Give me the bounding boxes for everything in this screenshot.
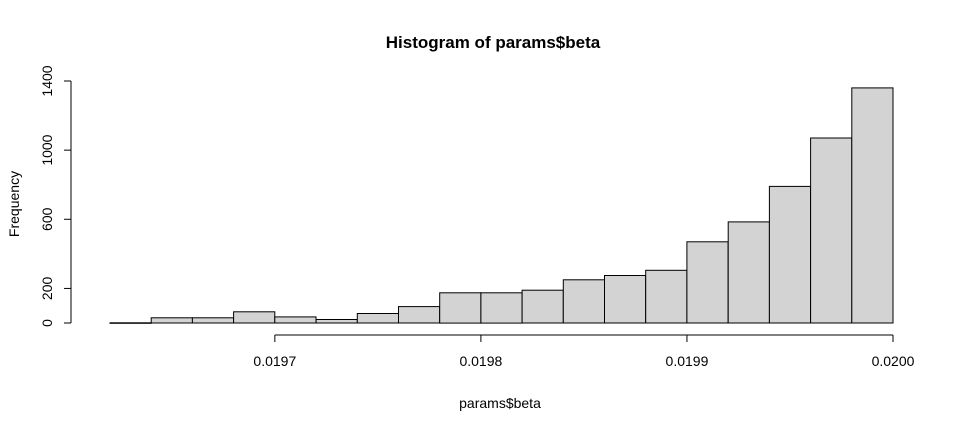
y-tick-label: 1400 <box>39 65 55 96</box>
histogram-bar <box>851 87 894 324</box>
x-tick-label: 0.0197 <box>253 353 296 369</box>
histogram-bar <box>604 275 647 324</box>
histogram-bar <box>315 319 358 324</box>
y-tick-label: 600 <box>39 207 55 231</box>
histogram-bar <box>480 292 523 324</box>
x-tick-label: 0.0199 <box>666 353 709 369</box>
histogram-bar <box>356 313 399 324</box>
y-tick-label: 200 <box>39 277 55 301</box>
histogram-bar <box>150 317 193 324</box>
histogram-bar <box>191 317 235 324</box>
histogram-bar <box>398 306 441 324</box>
x-tick-label: 0.0200 <box>872 353 915 369</box>
histogram-bar <box>274 316 317 324</box>
x-axis-label: params$beta <box>459 395 541 411</box>
y-axis-label: Frequency <box>6 171 22 237</box>
histogram-bar <box>521 289 564 324</box>
histogram-bar <box>727 221 770 324</box>
histogram-bar <box>562 279 605 324</box>
y-axis: 0 200 600 1000 1400 <box>39 65 72 327</box>
histogram-bar <box>645 269 688 324</box>
histogram-bar <box>810 137 853 324</box>
x-axis: 0.0197 0.0198 0.0199 0.0200 <box>253 334 915 369</box>
chart-title: Histogram of params$beta <box>386 33 601 52</box>
histogram-bar <box>109 322 152 324</box>
y-tick-label: 1000 <box>39 134 55 165</box>
histogram-bar <box>686 241 729 324</box>
histogram-bar <box>233 311 276 324</box>
histogram-bar <box>439 292 482 324</box>
histogram-bar <box>768 185 812 324</box>
y-tick-label: 0 <box>39 319 55 327</box>
x-tick-label: 0.0198 <box>459 353 502 369</box>
bars-group <box>109 87 894 324</box>
